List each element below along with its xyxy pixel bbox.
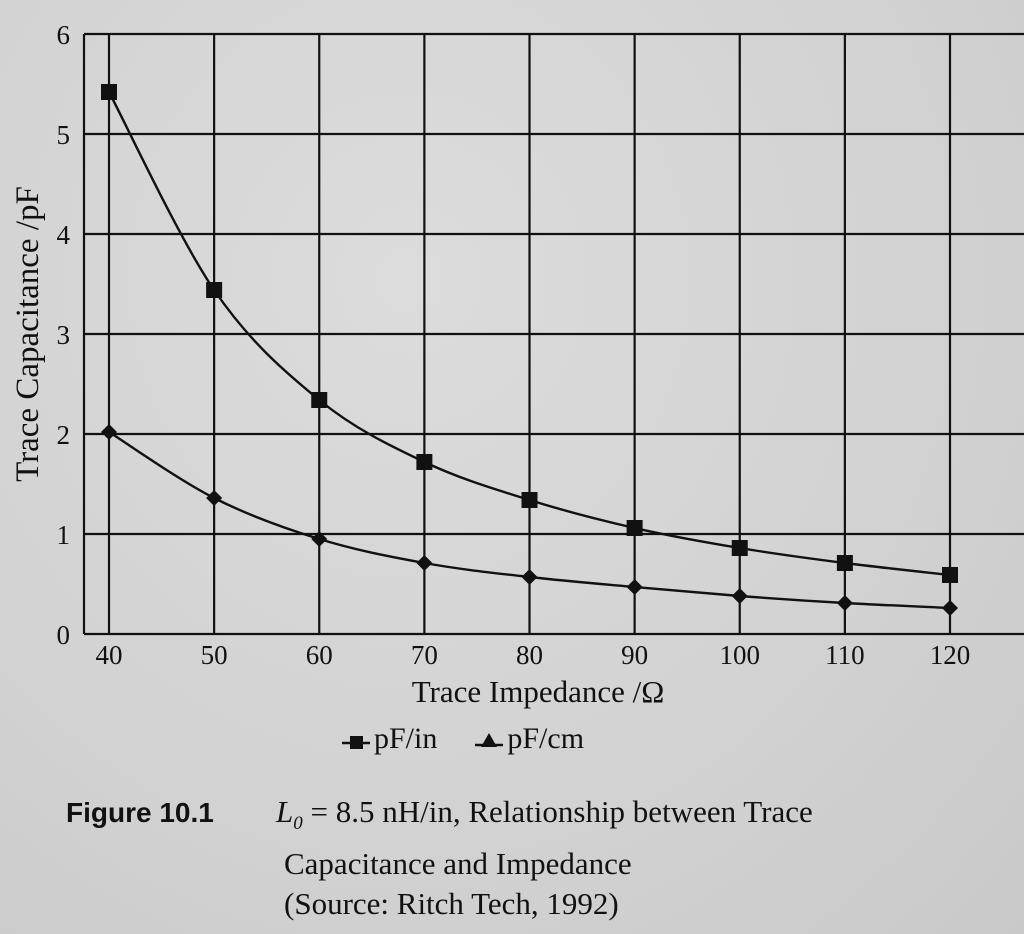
svg-text:5: 5 [57, 120, 71, 150]
svg-text:40: 40 [96, 640, 123, 670]
figure-caption: Figure 10.1 L0 = 8.5 nH/in, Relationship … [66, 792, 1006, 924]
svg-text:110: 110 [825, 640, 865, 670]
formula-variable: L0 [276, 794, 303, 835]
y-axis-label: Trace Capacitance /pF [10, 186, 46, 482]
svg-text:4: 4 [57, 220, 71, 250]
line-chart: 0 1 2 3 4 5 6 40 50 60 70 80 90 100 110 120 Trace Capa… [10, 20, 1024, 709]
svg-text:6: 6 [57, 20, 71, 50]
svg-text:80: 80 [516, 640, 543, 670]
caption-text: = 8.5 nH/in, Relationship between Trace [302, 794, 813, 829]
svg-text:2: 2 [57, 420, 71, 450]
chart-series [101, 84, 958, 616]
chart-legend: pF/in pF/cm [340, 722, 740, 756]
square-marker-icon [340, 727, 372, 751]
caption-line-2: Capacitance and Impedance [284, 846, 632, 882]
svg-text:3: 3 [57, 320, 71, 350]
legend-item-pf-in: pF/in [340, 722, 437, 756]
svg-text:70: 70 [411, 640, 438, 670]
triangle-marker-icon [473, 727, 505, 751]
figure-label: Figure 10.1 [66, 797, 214, 828]
legend-item-pf-cm: pF/cm [473, 722, 584, 756]
legend-label: pF/in [374, 722, 438, 755]
svg-text:100: 100 [720, 640, 761, 670]
chart-grid [82, 32, 1024, 636]
svg-text:1: 1 [57, 520, 71, 550]
x-axis-label: Trace Impedance /Ω [412, 674, 665, 709]
y-axis-ticks: 0 1 2 3 4 5 6 [57, 20, 71, 650]
svg-text:120: 120 [930, 640, 971, 670]
caption-source: (Source: Ritch Tech, 1992) [284, 886, 619, 922]
svg-text:90: 90 [621, 640, 648, 670]
svg-text:0: 0 [57, 620, 71, 650]
x-axis-ticks: 40 50 60 70 80 90 100 110 120 [96, 640, 971, 670]
legend-label: pF/cm [507, 722, 585, 755]
svg-text:60: 60 [306, 640, 333, 670]
svg-text:50: 50 [201, 640, 228, 670]
